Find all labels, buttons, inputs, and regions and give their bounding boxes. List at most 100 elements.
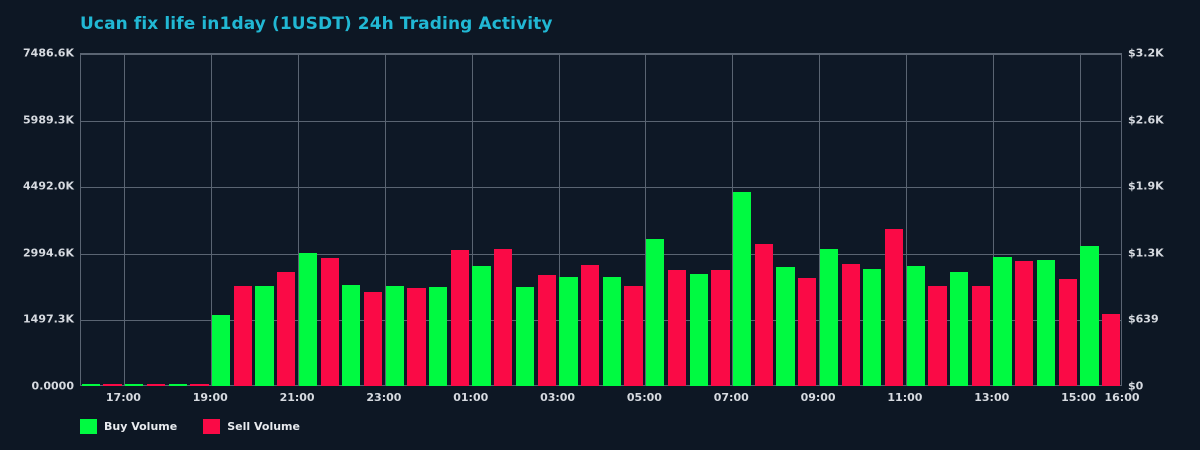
- buy-volume-bar: [472, 265, 491, 386]
- buy-volume-bar: [168, 384, 187, 386]
- buy-volume-bar: [602, 276, 621, 386]
- gridline-vertical: [471, 54, 473, 385]
- right-axis-tick: $3.2K: [1128, 46, 1164, 60]
- buy-volume-bar: [1080, 245, 1099, 386]
- buy-volume-bar: [255, 286, 274, 386]
- sell-volume-bar: [320, 258, 339, 386]
- x-axis-tick: 13:00: [974, 391, 1010, 404]
- sell-volume-bar: [928, 285, 947, 386]
- right-axis-tick: $1.3K: [1128, 246, 1164, 260]
- buy-volume-bar: [385, 285, 404, 386]
- x-axis-tick: 01:00: [453, 391, 489, 404]
- gridline-horizontal: [81, 320, 1121, 322]
- sell-volume-bar: [103, 384, 122, 386]
- buy-volume-bar: [950, 272, 969, 386]
- gridline-horizontal: [81, 120, 1121, 122]
- sell-volume-bar: [624, 286, 643, 386]
- gridline-horizontal: [81, 54, 1121, 55]
- buy-volume-swatch: [80, 419, 97, 434]
- sell-volume-bar: [146, 384, 166, 386]
- gridline-vertical: [1079, 54, 1081, 385]
- gridline-horizontal: [81, 253, 1121, 255]
- buy-volume-bar: [732, 192, 752, 386]
- legend-item[interactable]: Sell Volume: [203, 419, 300, 434]
- gridline-vertical: [645, 54, 647, 385]
- right-axis-tick: $1.9K: [1128, 179, 1164, 193]
- buy-volume-bar: [298, 253, 318, 386]
- gridline-vertical: [124, 54, 126, 385]
- buy-volume-bar: [906, 265, 925, 386]
- legend-label: Buy Volume: [104, 420, 178, 433]
- buy-volume-bar: [559, 277, 578, 386]
- sell-volume-bar: [581, 265, 600, 386]
- x-axis-tick: 19:00: [192, 391, 228, 404]
- plot-area: [80, 53, 1122, 386]
- sell-volume-bar: [841, 263, 860, 386]
- right-axis-tick: $2.6K: [1128, 113, 1164, 127]
- left-axis-tick: 5989.3K: [23, 113, 74, 127]
- sell-volume-bar: [190, 384, 209, 386]
- gridline-vertical: [298, 54, 300, 385]
- sell-volume-bar: [233, 285, 252, 386]
- buy-volume-bar: [646, 239, 665, 386]
- x-axis-tick: 05:00: [626, 391, 662, 404]
- left-axis-tick: 2994.6K: [23, 246, 74, 260]
- x-axis-tick: 23:00: [366, 391, 402, 404]
- sell-volume-bar: [1015, 260, 1034, 386]
- sell-volume-bar: [711, 270, 730, 386]
- sell-volume-bar: [363, 291, 383, 386]
- sell-volume-bar: [494, 249, 513, 386]
- legend-item[interactable]: Buy Volume: [80, 419, 177, 434]
- sell-volume-bar: [277, 271, 296, 386]
- x-axis-tick: 15:00: [1061, 391, 1097, 404]
- left-axis-tick: 4492.0K: [23, 179, 74, 193]
- sell-volume-bar: [884, 229, 904, 386]
- x-axis-tick: 03:00: [540, 391, 576, 404]
- buy-volume-bar: [429, 286, 448, 386]
- legend-label: Sell Volume: [227, 420, 300, 433]
- x-axis-tick: 21:00: [279, 391, 315, 404]
- buy-volume-bar: [863, 269, 882, 386]
- gridline-vertical: [905, 54, 907, 385]
- sell-volume-bar: [407, 288, 426, 386]
- x-axis-tick: 11:00: [887, 391, 923, 404]
- x-axis-tick: 17:00: [105, 391, 141, 404]
- gridline-horizontal: [81, 187, 1121, 189]
- buy-volume-bar: [81, 384, 100, 386]
- buy-volume-bar: [819, 248, 839, 386]
- left-axis-tick: 1497.3K: [23, 312, 74, 326]
- sell-volume-swatch: [203, 419, 221, 434]
- x-axis-tick: 07:00: [713, 391, 749, 404]
- sell-volume-bar: [667, 270, 687, 386]
- left-axis-tick: 0.0000: [31, 379, 74, 393]
- chart-title: Ucan fix life in1day (1USDT) 24h Trading…: [80, 14, 553, 34]
- gridline-vertical: [732, 54, 734, 385]
- right-axis-tick: $0: [1128, 379, 1144, 393]
- gridline-vertical: [558, 54, 560, 385]
- sell-volume-bar: [450, 249, 469, 386]
- buy-volume-bar: [515, 286, 535, 386]
- sell-volume-bar: [1102, 313, 1121, 386]
- gridline-vertical: [384, 54, 386, 385]
- buy-volume-bar: [776, 266, 795, 386]
- buy-volume-bar: [125, 384, 144, 386]
- sell-volume-bar: [754, 244, 773, 386]
- gridline-vertical: [211, 54, 213, 385]
- buy-volume-bar: [993, 257, 1012, 386]
- sell-volume-bar: [798, 278, 817, 386]
- gridline-vertical: [819, 54, 821, 385]
- sell-volume-bar: [537, 275, 556, 386]
- left-axis-tick: 7486.6K: [23, 46, 74, 60]
- bars-container: [80, 53, 1122, 386]
- sell-volume-bar: [1058, 279, 1077, 386]
- buy-volume-bar: [342, 285, 361, 386]
- chart-legend: Buy Volume Sell Volume: [80, 419, 300, 434]
- x-axis-tick: 16:00: [1104, 391, 1140, 404]
- buy-volume-bar: [689, 273, 708, 386]
- buy-volume-bar: [211, 314, 231, 386]
- gridline-vertical: [992, 54, 994, 385]
- sell-volume-bar: [971, 286, 990, 386]
- buy-volume-bar: [1036, 260, 1056, 386]
- x-axis-tick: 09:00: [800, 391, 836, 404]
